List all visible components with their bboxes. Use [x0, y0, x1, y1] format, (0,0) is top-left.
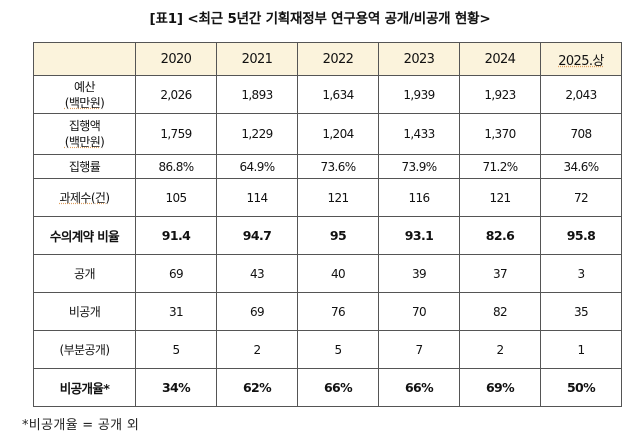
row-label: (부분공개) — [33, 330, 136, 369]
table-row-private: 비공개 31 69 76 70 82 35 — [33, 292, 622, 331]
cell: 1 — [540, 330, 622, 369]
cell: 73.6% — [297, 154, 379, 179]
table-row-execution-rate: 집행률 86.8% 64.9% 73.6% 73.9% 71.2% 34.6% — [33, 154, 622, 179]
cell: 1,634 — [297, 75, 379, 114]
row-label: 수의계약 비율 — [33, 216, 136, 255]
header-year: 2023 — [378, 42, 460, 76]
cell: 62% — [216, 368, 298, 407]
cell: 43 — [216, 254, 298, 293]
cell: 1,923 — [459, 75, 541, 114]
cell: 114 — [216, 178, 298, 217]
header-year: 2020 — [135, 42, 217, 76]
header-corner — [33, 42, 136, 76]
cell: 82.6 — [459, 216, 541, 255]
header-year: 2025.상 — [540, 42, 622, 76]
cell: 1,433 — [378, 113, 460, 155]
row-label-line1: 예산 — [74, 79, 95, 94]
row-label: 비공개율* — [33, 368, 136, 407]
cell: 116 — [378, 178, 460, 217]
footnote: *비공개율 = 공개 외 — [22, 418, 140, 433]
cell: 1,229 — [216, 113, 298, 155]
cell: 40 — [297, 254, 379, 293]
table-row-private-rate: 비공개율* 34% 62% 66% 66% 69% 50% — [33, 368, 622, 407]
cell: 34% — [135, 368, 217, 407]
cell: 1,759 — [135, 113, 217, 155]
cell: 95 — [297, 216, 379, 255]
cell: 76 — [297, 292, 379, 331]
cell: 95.8 — [540, 216, 622, 255]
row-label: 예산 (백만원) — [33, 75, 136, 114]
disclosure-status-table: 2020 2021 2022 2023 2024 2025.상 예산 (백만원)… — [33, 42, 622, 407]
table-row-project-count: 과제수(건) 105 114 121 116 121 72 — [33, 178, 622, 217]
table-row-public: 공개 69 43 40 39 37 3 — [33, 254, 622, 293]
cell: 121 — [459, 178, 541, 217]
cell: 708 — [540, 113, 622, 155]
cell: 2 — [216, 330, 298, 369]
header-year: 2024 — [459, 42, 541, 76]
cell: 70 — [378, 292, 460, 331]
row-label: 집행률 — [33, 154, 136, 179]
cell: 2 — [459, 330, 541, 369]
cell: 105 — [135, 178, 217, 217]
row-label-unit: (백만원) — [64, 95, 105, 110]
row-label: 공개 — [33, 254, 136, 293]
cell: 31 — [135, 292, 217, 331]
cell: 73.9% — [378, 154, 460, 179]
table-row-executed: 집행액 (백만원) 1,759 1,229 1,204 1,433 1,370 … — [33, 113, 622, 155]
cell: 7 — [378, 330, 460, 369]
row-label: 비공개 — [33, 292, 136, 331]
cell: 5 — [135, 330, 217, 369]
table-title: [표1] <최근 5년간 기획재정부 연구용역 공개/비공개 현황> — [149, 11, 491, 27]
cell: 39 — [378, 254, 460, 293]
row-label-unit: (백만원) — [64, 135, 105, 149]
table-row-budget: 예산 (백만원) 2,026 1,893 1,634 1,939 1,923 2… — [33, 75, 622, 114]
cell: 66% — [378, 368, 460, 407]
table-row-partial-public: (부분공개) 5 2 5 7 2 1 — [33, 330, 622, 369]
cell: 69 — [216, 292, 298, 331]
cell: 94.7 — [216, 216, 298, 255]
cell: 93.1 — [378, 216, 460, 255]
cell: 72 — [540, 178, 622, 217]
cell: 50% — [540, 368, 622, 407]
cell: 3 — [540, 254, 622, 293]
cell: 37 — [459, 254, 541, 293]
header-year: 2021 — [216, 42, 298, 76]
cell: 71.2% — [459, 154, 541, 179]
cell: 91.4 — [135, 216, 217, 255]
row-label-line1: 집행액 — [68, 119, 101, 133]
cell: 2,026 — [135, 75, 217, 114]
cell: 2,043 — [540, 75, 622, 114]
cell: 1,893 — [216, 75, 298, 114]
cell: 66% — [297, 368, 379, 407]
table-header-row: 2020 2021 2022 2023 2024 2025.상 — [33, 42, 622, 76]
cell: 69 — [135, 254, 217, 293]
cell: 35 — [540, 292, 622, 331]
cell: 5 — [297, 330, 379, 369]
table-row-private-contract-ratio: 수의계약 비율 91.4 94.7 95 93.1 82.6 95.8 — [33, 216, 622, 255]
cell: 34.6% — [540, 154, 622, 179]
cell: 1,204 — [297, 113, 379, 155]
row-label: 집행액 (백만원) — [33, 113, 136, 155]
header-year: 2022 — [297, 42, 379, 76]
cell: 69% — [459, 368, 541, 407]
cell: 1,370 — [459, 113, 541, 155]
cell: 82 — [459, 292, 541, 331]
cell: 121 — [297, 178, 379, 217]
cell: 64.9% — [216, 154, 298, 179]
cell: 1,939 — [378, 75, 460, 114]
row-label: 과제수(건) — [33, 178, 136, 217]
cell: 86.8% — [135, 154, 217, 179]
